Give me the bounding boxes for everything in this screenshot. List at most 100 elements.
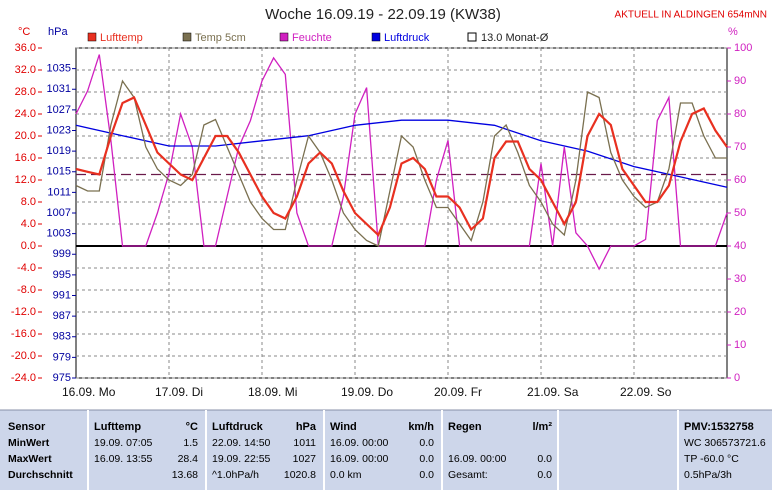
y3-axis-title: hPa xyxy=(48,26,68,38)
y3-tick-label: 991 xyxy=(53,289,71,301)
x-tick-label: 20.09. Fr xyxy=(434,385,482,399)
y3-tick-label: 1007 xyxy=(47,207,71,219)
table-cell: WC 306573721.6 xyxy=(684,437,766,449)
y3-tick-label: 1015 xyxy=(47,166,71,178)
y-tick-label: -8.0 xyxy=(17,284,36,296)
table-cell: 19.09. 07:05 xyxy=(94,437,153,449)
y3-tick-label: 1023 xyxy=(47,124,71,136)
y3-tick-label: 999 xyxy=(53,248,71,260)
x-tick-label: 18.09. Mi xyxy=(248,385,297,399)
table-cell: 16.09. 13:55 xyxy=(94,453,153,465)
table-header: Lufttemp xyxy=(94,421,141,433)
table-cell: TP -60.0 °C xyxy=(684,453,739,465)
table-cell: 16.09. 00:00 xyxy=(330,437,389,449)
y-tick-label: -16.0 xyxy=(11,328,36,340)
y2-tick-label: 0 xyxy=(734,372,740,384)
y-axis-title: °C xyxy=(18,26,30,38)
y-tick-label: 20.0 xyxy=(15,130,36,142)
x-tick-label: 17.09. Di xyxy=(155,385,203,399)
table-cell: 0.0 xyxy=(419,453,434,465)
y-tick-label: -12.0 xyxy=(11,306,36,318)
table-cell: 16.09. 00:00 xyxy=(448,453,507,465)
y3-tick-label: 983 xyxy=(53,331,71,343)
table-cell: Gesamt: xyxy=(448,469,488,481)
y2-tick-label: 20 xyxy=(734,306,746,318)
row-label: MaxWert xyxy=(8,453,52,465)
table-header: hPa xyxy=(296,421,317,433)
table-cell: 19.09. 22:55 xyxy=(212,453,271,465)
x-tick-label: 16.09. Mo xyxy=(62,385,116,399)
table-background xyxy=(0,410,772,490)
y-tick-label: 0.0 xyxy=(21,240,36,252)
legend-label: Temp 5cm xyxy=(195,32,246,44)
table-cell: 1020.8 xyxy=(284,469,316,481)
y2-tick-label: 10 xyxy=(734,339,746,351)
y2-tick-label: 40 xyxy=(734,240,746,252)
chart-title: Woche 16.09.19 - 22.09.19 (KW38) xyxy=(265,6,501,23)
legend-swatch xyxy=(87,32,97,42)
y-tick-label: 12.0 xyxy=(15,174,36,186)
table-cell: 28.4 xyxy=(178,453,199,465)
y-tick-label: 32.0 xyxy=(15,64,36,76)
y2-tick-label: 60 xyxy=(734,174,746,186)
x-tick-label: 22.09. So xyxy=(620,385,672,399)
table-header: Regen xyxy=(448,421,482,433)
y2-tick-label: 70 xyxy=(734,141,746,153)
table-cell: ^1.0hPa/h xyxy=(212,469,259,481)
subtitle: AKTUELL IN ALDINGEN 654mNN xyxy=(615,10,767,21)
table-cell: 0.0 xyxy=(419,469,434,481)
x-tick-label: 21.09. Sa xyxy=(527,385,579,399)
series-line xyxy=(75,119,728,188)
y2-tick-label: 100 xyxy=(734,42,752,54)
table-cell: 1011 xyxy=(293,437,316,449)
y3-tick-label: 995 xyxy=(53,269,71,281)
y2-tick-label: 80 xyxy=(734,108,746,120)
legend-swatch xyxy=(467,32,477,42)
table-cell: 0.0 xyxy=(537,469,552,481)
y-tick-label: -24.0 xyxy=(11,372,36,384)
legend-label: Luftdruck xyxy=(384,32,430,44)
table-cell: 1.5 xyxy=(183,437,198,449)
row-label: MinWert xyxy=(8,437,50,449)
table-cell: 16.09. 00:00 xyxy=(330,453,389,465)
y-tick-label: 8.0 xyxy=(21,196,36,208)
row-label: Durchschnitt xyxy=(8,469,73,481)
table-header: km/h xyxy=(408,421,434,433)
y2-tick-label: 30 xyxy=(734,273,746,285)
legend-label: 13.0 Monat-Ø xyxy=(481,32,549,44)
legend-swatch xyxy=(371,32,381,42)
legend-swatch xyxy=(182,32,192,42)
y3-tick-label: 1031 xyxy=(47,83,71,95)
legend-label: Feuchte xyxy=(292,32,332,44)
y-tick-label: -20.0 xyxy=(11,350,36,362)
y2-tick-label: 50 xyxy=(734,207,746,219)
table-cell: 0.0 km xyxy=(330,469,362,481)
legend-label: Lufttemp xyxy=(100,32,143,44)
table-header: Luftdruck xyxy=(212,421,264,433)
y3-tick-label: 1011 xyxy=(47,186,71,198)
series-line xyxy=(75,79,727,247)
y-tick-label: 16.0 xyxy=(15,152,36,164)
y3-tick-label: 1003 xyxy=(47,228,71,240)
y3-tick-label: 1019 xyxy=(47,145,71,157)
table-header: °C xyxy=(186,421,198,433)
series-line xyxy=(75,54,728,271)
y3-tick-label: 987 xyxy=(53,310,71,322)
table-cell: 13.68 xyxy=(172,469,198,481)
table-cell: 0.5hPa/3h xyxy=(684,469,732,481)
y-tick-label: 28.0 xyxy=(15,86,36,98)
y3-tick-label: 979 xyxy=(53,351,71,363)
y2-tick-label: 90 xyxy=(734,75,746,87)
y2-axis-title: % xyxy=(728,26,738,38)
y3-tick-label: 1027 xyxy=(47,104,71,116)
table-separators xyxy=(87,410,679,490)
y-tick-label: 36.0 xyxy=(15,42,36,54)
table-header: Wind xyxy=(330,421,357,433)
table-cell: 22.09. 14:50 xyxy=(212,437,271,449)
table-header: PMV:1532758 xyxy=(684,421,754,433)
y-tick-label: 24.0 xyxy=(15,108,36,120)
y3-tick-label: 1035 xyxy=(47,63,71,75)
y-tick-label: 4.0 xyxy=(21,218,36,230)
y-tick-label: -4.0 xyxy=(17,262,36,274)
